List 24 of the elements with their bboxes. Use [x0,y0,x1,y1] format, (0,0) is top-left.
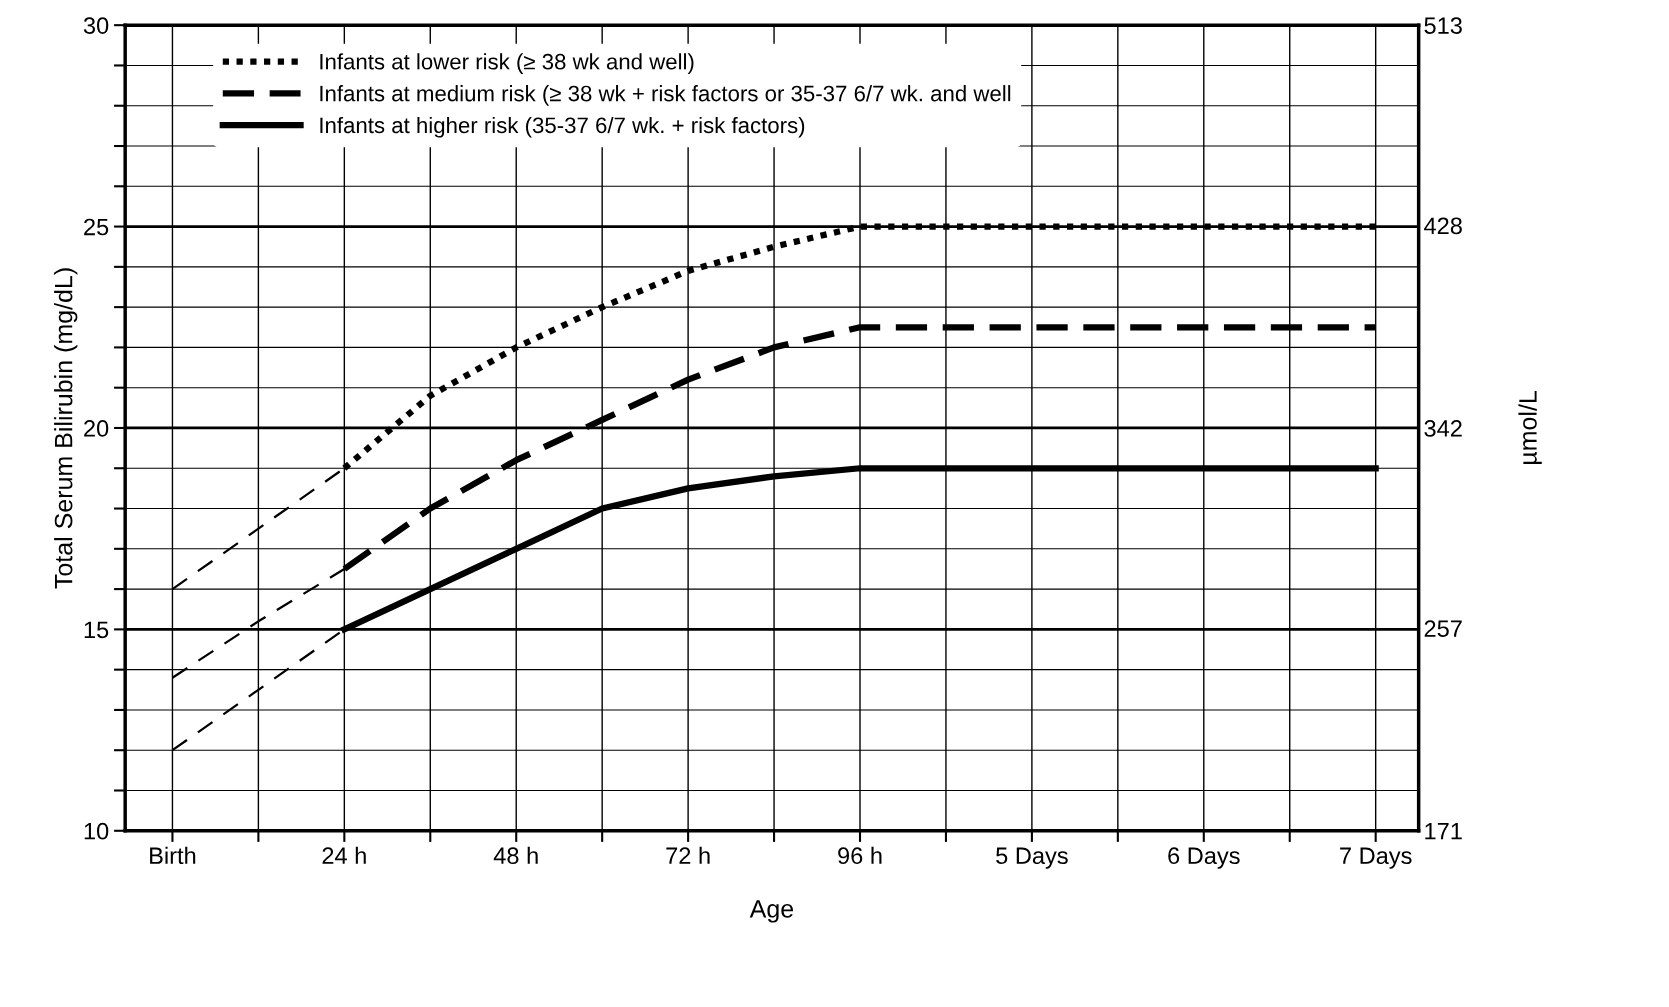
y-tick-label: 30 [83,17,109,34]
y-tick-label: 10 [84,822,109,840]
x-axis-title: Age [749,900,794,923]
y-axis-title: Total Serum Bilirubin (mg/dL) [54,268,78,589]
x-tick-label: 48 h [493,846,538,865]
y2-axis-title: µmol/L [1518,391,1542,465]
y2-tick-label: 257 [1424,620,1462,637]
legend-label: Infants at medium risk (≥ 38 wk + risk factors or 35-37 6/7 wk. and well [320,85,1011,106]
legend-label: Infants at higher risk (35-37 6/7 wk. + risk factors) [320,116,805,138]
x-tick-label: 96 h [838,846,882,865]
y2-tick-label: 171 [1425,823,1462,840]
y-tick-label: 25 [84,218,109,236]
y-tick-label: 15 [84,621,109,639]
x-tick-label: 6 Days [1168,847,1240,869]
x-tick-label: Birth [150,846,196,865]
y-tick-label: 20 [84,420,109,437]
x-tick-label: 7 Days [1340,847,1412,869]
x-tick-label: 24 h [322,846,366,864]
y2-tick-label: 513 [1424,17,1462,34]
x-tick-label: 5 Days [996,847,1068,869]
x-tick-label: 72 h [666,846,710,864]
y2-tick-label: 428 [1424,217,1462,235]
legend-label: Infants at lower risk (≥ 38 wk and well) [320,53,694,74]
y2-tick-label: 342 [1424,420,1462,437]
